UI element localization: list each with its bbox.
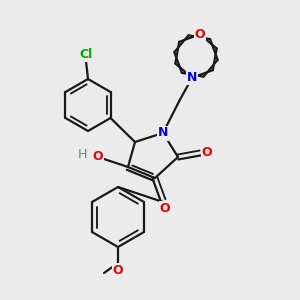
Text: H: H (77, 148, 87, 160)
Text: Cl: Cl (80, 47, 93, 61)
Text: N: N (158, 127, 168, 140)
Text: N: N (187, 71, 197, 84)
Text: O: O (194, 28, 205, 41)
Text: O: O (160, 202, 170, 214)
Text: O: O (113, 263, 123, 277)
Text: O: O (93, 149, 103, 163)
Text: O: O (202, 146, 212, 160)
